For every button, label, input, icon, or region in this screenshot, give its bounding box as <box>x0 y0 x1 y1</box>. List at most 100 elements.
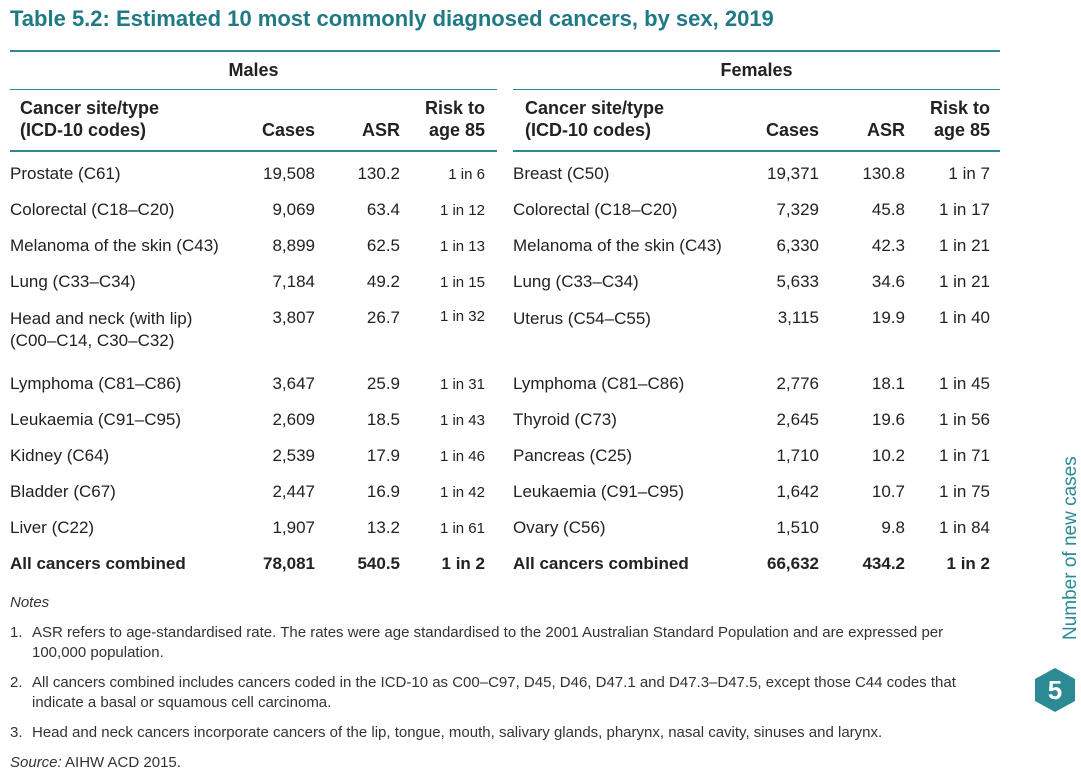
cases-cell: 2,776 <box>776 374 819 393</box>
total-risk-cell: 1 in 2 <box>946 554 990 573</box>
risk-cell: 1 in 75 <box>938 482 990 501</box>
cases-cell: 3,115 <box>777 308 819 327</box>
risk-cell: 1 in 17 <box>938 200 990 219</box>
risk-cell: 1 in 43 <box>439 411 485 429</box>
table-row: Leukaemia (C91–C95) 2,609 18.5 1 in 43 <box>10 402 497 438</box>
table-row: Pancreas (C25) 1,710 10.2 1 in 71 <box>513 438 1000 474</box>
risk-cell: 1 in 42 <box>439 483 485 501</box>
cases-cell: 2,447 <box>272 482 315 501</box>
spacer-cell <box>485 474 497 510</box>
risk-cell: 1 in 6 <box>448 165 485 183</box>
cases-cell: 6,330 <box>776 236 819 255</box>
table-row: Colorectal (C18–C20) 7,329 45.8 1 in 17 <box>513 192 1000 228</box>
table-row: Bladder (C67) 2,447 16.9 1 in 42 <box>10 474 497 510</box>
spacer-cell <box>485 156 497 192</box>
asr-cell: 18.1 <box>871 374 905 393</box>
site-name: Prostate (C61) <box>10 164 121 183</box>
site-name: Colorectal (C18–C20) <box>10 200 175 219</box>
site-name: Lung (C33–C34) <box>513 272 639 291</box>
note-text: Head and neck cancers incorporate cancer… <box>32 724 883 741</box>
risk-cell: 1 in 32 <box>439 308 485 325</box>
note-item: 3. Head and neck cancers incorporate canc… <box>10 723 1000 743</box>
total-asr-cell: 434.2 <box>862 554 905 573</box>
cases-cell: 2,609 <box>272 410 315 429</box>
total-asr-cell: 540.5 <box>357 554 400 573</box>
males-header: Males <box>228 60 279 80</box>
note-text: All cancers combined includes cancers co… <box>32 674 956 711</box>
spacer-cell <box>990 438 1000 474</box>
chapter-hexagon-icon <box>1035 668 1075 712</box>
site-cell: Breast (C50) <box>513 156 755 192</box>
site-header-line2: (ICD-10 codes) <box>20 120 147 140</box>
asr-cell: 49.2 <box>366 272 400 291</box>
risk-cell: 1 in 40 <box>938 308 990 327</box>
cases-cell: 8,899 <box>272 236 315 255</box>
spacer-cell <box>485 546 497 582</box>
table-row: Head and neck (with lip) (C00–C14, C30–C3… <box>10 300 497 366</box>
asr-cell: 10.2 <box>871 446 905 465</box>
cases-cell: 2,539 <box>272 446 315 465</box>
site-cell: Lung (C33–C34) <box>513 264 755 300</box>
note-number: 2. <box>10 674 23 691</box>
asr-cell: 18.5 <box>366 410 400 429</box>
risk-cell: 1 in 45 <box>938 374 990 393</box>
site-cell: Ovary (C56) <box>513 510 755 546</box>
spacer-cell <box>485 192 497 228</box>
note-item: 2. All cancers combined includes cancers … <box>10 673 1000 713</box>
site-name: Melanoma of the skin (C43) <box>10 236 219 255</box>
total-cases-cell: 78,081 <box>263 554 315 573</box>
asr-cell: 19.6 <box>871 410 905 429</box>
asr-cell: 42.3 <box>871 236 905 255</box>
total-row: All cancers combined 66,632 434.2 1 in 2 <box>513 546 1000 582</box>
cases-cell: 1,642 <box>776 482 819 501</box>
site-header-line1: Cancer site/type <box>20 98 160 118</box>
risk-cell: 1 in 15 <box>439 273 485 291</box>
table-row: Colorectal (C18–C20) 9,069 63.4 1 in 12 <box>10 192 497 228</box>
site-cell: Pancreas (C25) <box>513 438 755 474</box>
site-name: Leukaemia (C91–C95) <box>513 482 685 501</box>
asr-cell: 17.9 <box>366 446 400 465</box>
cases-cell: 9,069 <box>272 200 315 219</box>
site-name: Leukaemia (C91–C95) <box>10 410 182 429</box>
males-asr-header: ASR <box>361 120 400 140</box>
note-item: 1. ASR refers to age-standardised rate. T… <box>10 623 1000 663</box>
asr-cell: 10.7 <box>871 482 905 501</box>
site-cell: Thyroid (C73) <box>513 402 755 438</box>
risk-cell: 1 in 46 <box>439 447 485 465</box>
risk-cell: 1 in 12 <box>439 201 485 219</box>
risk-header-line1: Risk to <box>424 98 485 118</box>
spacer-cell <box>485 366 497 402</box>
spacer-cell <box>485 402 497 438</box>
site-cell: Liver (C22) <box>10 510 250 546</box>
chapter-side-label: Number of new cases <box>1060 456 1081 640</box>
asr-cell: 34.6 <box>871 272 905 291</box>
site-cell: Prostate (C61) <box>10 156 250 192</box>
site-cell: Kidney (C64) <box>10 438 250 474</box>
spacer-cell <box>485 264 497 300</box>
cases-cell: 19,371 <box>767 164 819 183</box>
table-row: Lung (C33–C34) 5,633 34.6 1 in 21 <box>513 264 1000 300</box>
spacer-cell <box>485 438 497 474</box>
males-rule <box>10 89 497 90</box>
table-row: Ovary (C56) 1,510 9.8 1 in 84 <box>513 510 1000 546</box>
site-cell: Leukaemia (C91–C95) <box>513 474 755 510</box>
females-cases-header: Cases <box>765 120 819 140</box>
spacer-cell <box>990 402 1000 438</box>
cases-cell: 5,633 <box>776 272 819 291</box>
spacer-cell <box>990 510 1000 546</box>
site-name: Thyroid (C73) <box>513 410 617 429</box>
site-name: Bladder (C67) <box>10 482 116 501</box>
site-header-line1: Cancer site/type <box>525 98 665 118</box>
site-name: Colorectal (C18–C20) <box>513 200 678 219</box>
risk-cell: 1 in 31 <box>439 375 485 393</box>
site-cell: Colorectal (C18–C20) <box>10 192 250 228</box>
asr-cell: 45.8 <box>871 200 905 219</box>
risk-cell: 1 in 84 <box>938 518 990 537</box>
asr-cell: 19.9 <box>871 308 905 327</box>
site-name: Uterus (C54–C55) <box>513 309 651 328</box>
table-row: Thyroid (C73) 2,645 19.6 1 in 56 <box>513 402 1000 438</box>
source-line: Source: AIHW ACD 2015. <box>10 753 1000 773</box>
site-cell: Lymphoma (C81–C86) <box>513 366 755 402</box>
site-cell: Lung (C33–C34) <box>10 264 250 300</box>
table-row: Leukaemia (C91–C95) 1,642 10.7 1 in 75 <box>513 474 1000 510</box>
